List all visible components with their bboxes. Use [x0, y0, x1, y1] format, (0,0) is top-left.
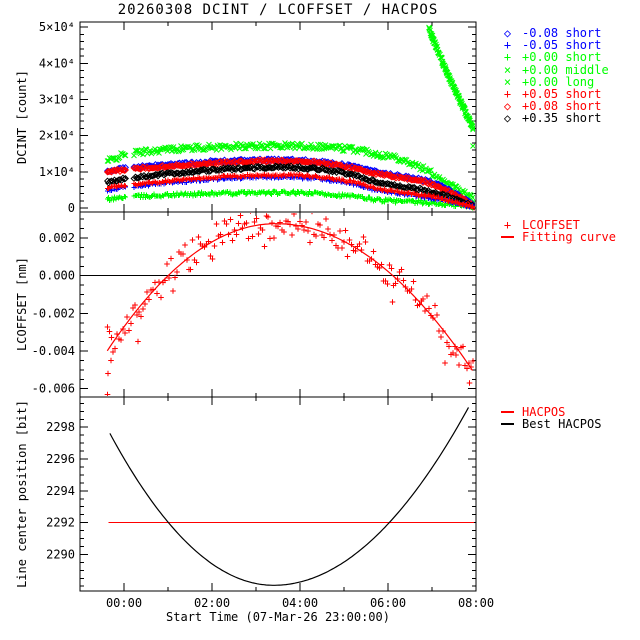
- x-tick-label: 00:00: [106, 596, 142, 610]
- best-hacpos-curve: [109, 407, 470, 586]
- legend-item: Best HACPOS: [500, 417, 602, 432]
- y-tick-label: 1×10⁴: [39, 165, 75, 179]
- legend-label: Fitting curve: [522, 230, 616, 245]
- panel-frame-LCOFFSET: [79, 211, 477, 398]
- y-axis-title-linecenter: Line center position [bit]: [15, 400, 29, 588]
- legend-item: × +0.00 long: [500, 74, 609, 89]
- y-tick-label: 0.002: [39, 231, 75, 245]
- y-tick-label: -0.002: [32, 306, 75, 320]
- chart-title: 20260308 DCINT / LCOFFSET / HACPOS: [117, 2, 439, 18]
- legend-item: + +0.00 short: [500, 50, 609, 65]
- series-+0.00-short: [105, 188, 475, 211]
- legend-label: -0.08 short: [522, 26, 602, 41]
- panel-frame-HACPOS: [79, 396, 477, 592]
- series-+0.00-middle: [104, 140, 475, 205]
- legend-label: -0.05 short: [522, 38, 602, 53]
- series-+0.00-long: [426, 24, 475, 149]
- legend-item: ◇ -0.08 short: [500, 26, 609, 41]
- legend-label: +0.35 short: [522, 111, 602, 126]
- legend-item: HACPOS: [500, 405, 601, 420]
- legend-line-icon: [501, 411, 514, 414]
- y-axis-title-dcint: DCINT [count]: [15, 70, 29, 164]
- legend-cross-icon: ×: [503, 74, 512, 89]
- y-tick-label: 0.000: [39, 269, 75, 283]
- x-tick-label: 06:00: [370, 596, 406, 610]
- legend-line-icon: [501, 423, 514, 426]
- legend-label: Best HACPOS: [522, 417, 602, 432]
- legend-plus-icon: +: [503, 38, 512, 53]
- legend-label: HACPOS: [522, 405, 566, 420]
- legend-lcoffset: + LCOFFSET Fitting curve: [500, 218, 616, 245]
- legend-label: +0.05 short: [522, 87, 602, 102]
- hacpos-series: [108, 407, 474, 586]
- y-tick-label: 2298: [46, 420, 75, 434]
- legend-cross-icon: ×: [503, 62, 512, 77]
- legend-label: +0.00 long: [522, 74, 595, 89]
- legend-item: + -0.05 short: [500, 38, 609, 53]
- legend-diamond-icon: ◇: [503, 111, 512, 126]
- y-tick-label: 5×10⁴: [39, 20, 75, 34]
- legend-plus-icon: +: [503, 50, 512, 65]
- legend-label: +0.00 middle: [522, 62, 609, 77]
- legend-label: +0.00 short: [522, 50, 602, 65]
- legend-line-icon: [501, 236, 514, 239]
- legend-item: ◇ +0.35 short: [500, 111, 609, 126]
- y-tick-label: -0.006: [32, 382, 75, 396]
- y-axis-title-lcoffset: LCOFFSET [nm]: [15, 257, 29, 351]
- y-tick-label: 4×10⁴: [39, 56, 75, 70]
- legend-plus-icon: +: [503, 87, 512, 102]
- x-axis-title: Start Time (07-Mar-26 23:00:00): [166, 610, 390, 624]
- legend-item: ◇ +0.08 short: [500, 99, 609, 114]
- legend-item: Fitting curve: [500, 230, 616, 245]
- legend-item: + LCOFFSET: [500, 218, 616, 233]
- y-tick-label: 0: [68, 201, 75, 215]
- y-tick-label: -0.004: [32, 344, 75, 358]
- legend-hacpos: HACPOS Best HACPOS: [500, 405, 602, 432]
- y-tick-label: 2290: [46, 547, 75, 561]
- ticks-LCOFFSET: [80, 212, 476, 397]
- y-tick-label: 3×10⁴: [39, 92, 75, 106]
- legend-dcint: ◇ -0.08 short + -0.05 short + +0.00 short × +0.…: [500, 26, 609, 126]
- legend-label: +0.08 short: [522, 99, 602, 114]
- dcint-series: [103, 24, 475, 211]
- legend-label: LCOFFSET: [522, 218, 580, 233]
- x-tick-label: 04:00: [282, 596, 318, 610]
- legend-item: + +0.05 short: [500, 87, 609, 102]
- legend-diamond-icon: ◇: [503, 99, 512, 114]
- y-tick-label: 2296: [46, 452, 75, 466]
- ticks-HACPOS: [80, 397, 476, 591]
- x-tick-label: 08:00: [458, 596, 494, 610]
- y-tick-label: 2292: [46, 516, 75, 530]
- lcoffset-points: [104, 213, 475, 396]
- legend-item: × +0.00 middle: [500, 62, 609, 77]
- lcoffset-series: [104, 213, 475, 396]
- series-+0.05-short: [105, 171, 475, 211]
- legend-diamond-icon: ◇: [503, 26, 512, 41]
- y-tick-label: 2×10⁴: [39, 129, 75, 143]
- y-tick-label: 2294: [46, 484, 75, 498]
- fitting-curve: [106, 223, 473, 371]
- legend-plus-icon: +: [503, 218, 512, 233]
- x-tick-label: 02:00: [194, 596, 230, 610]
